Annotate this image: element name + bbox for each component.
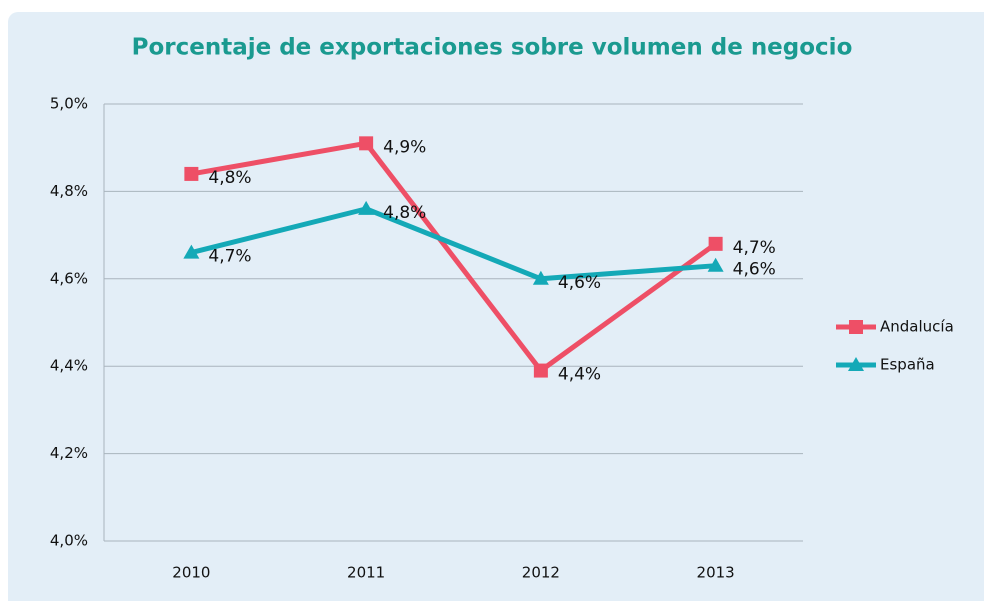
y-tick-label: 4,6%: [50, 269, 88, 287]
data-point: [707, 257, 724, 272]
legend-label: Andalucía: [880, 318, 954, 336]
x-tick-label: 2010: [172, 564, 210, 582]
series-line: [190, 140, 718, 374]
data-point: [533, 363, 548, 378]
data-label: 4,6%: [558, 273, 601, 293]
data-label: 4,8%: [383, 203, 426, 223]
legend-marker: [848, 357, 864, 371]
y-tick-label: 5,0%: [50, 95, 88, 113]
data-label: 4,4%: [558, 365, 601, 385]
legend-marker: [849, 320, 863, 334]
data-point: [532, 270, 549, 285]
data-label: 4,9%: [383, 137, 426, 157]
data-label: 4,6%: [733, 260, 776, 280]
data-point: [184, 166, 199, 181]
x-tick-label: 2011: [347, 564, 385, 582]
y-tick-label: 4,0%: [50, 532, 88, 550]
x-tick-label: 2013: [697, 564, 735, 582]
data-label: 4,8%: [208, 168, 251, 188]
x-tick-label: 2012: [522, 564, 560, 582]
data-point: [183, 244, 200, 259]
data-point: [359, 136, 374, 151]
panel: [8, 12, 984, 601]
y-tick-label: 4,4%: [50, 357, 88, 375]
chart-title: Porcentaje de exportaciones sobre volume…: [132, 35, 853, 61]
y-tick-label: 4,2%: [50, 444, 88, 462]
y-tick-label: 4,8%: [50, 182, 88, 200]
data-label: 4,7%: [208, 247, 251, 267]
data-label: 4,7%: [733, 238, 776, 258]
data-point: [358, 200, 375, 215]
data-point: [708, 236, 723, 251]
legend-label: España: [880, 356, 935, 374]
series-line: [190, 206, 716, 282]
